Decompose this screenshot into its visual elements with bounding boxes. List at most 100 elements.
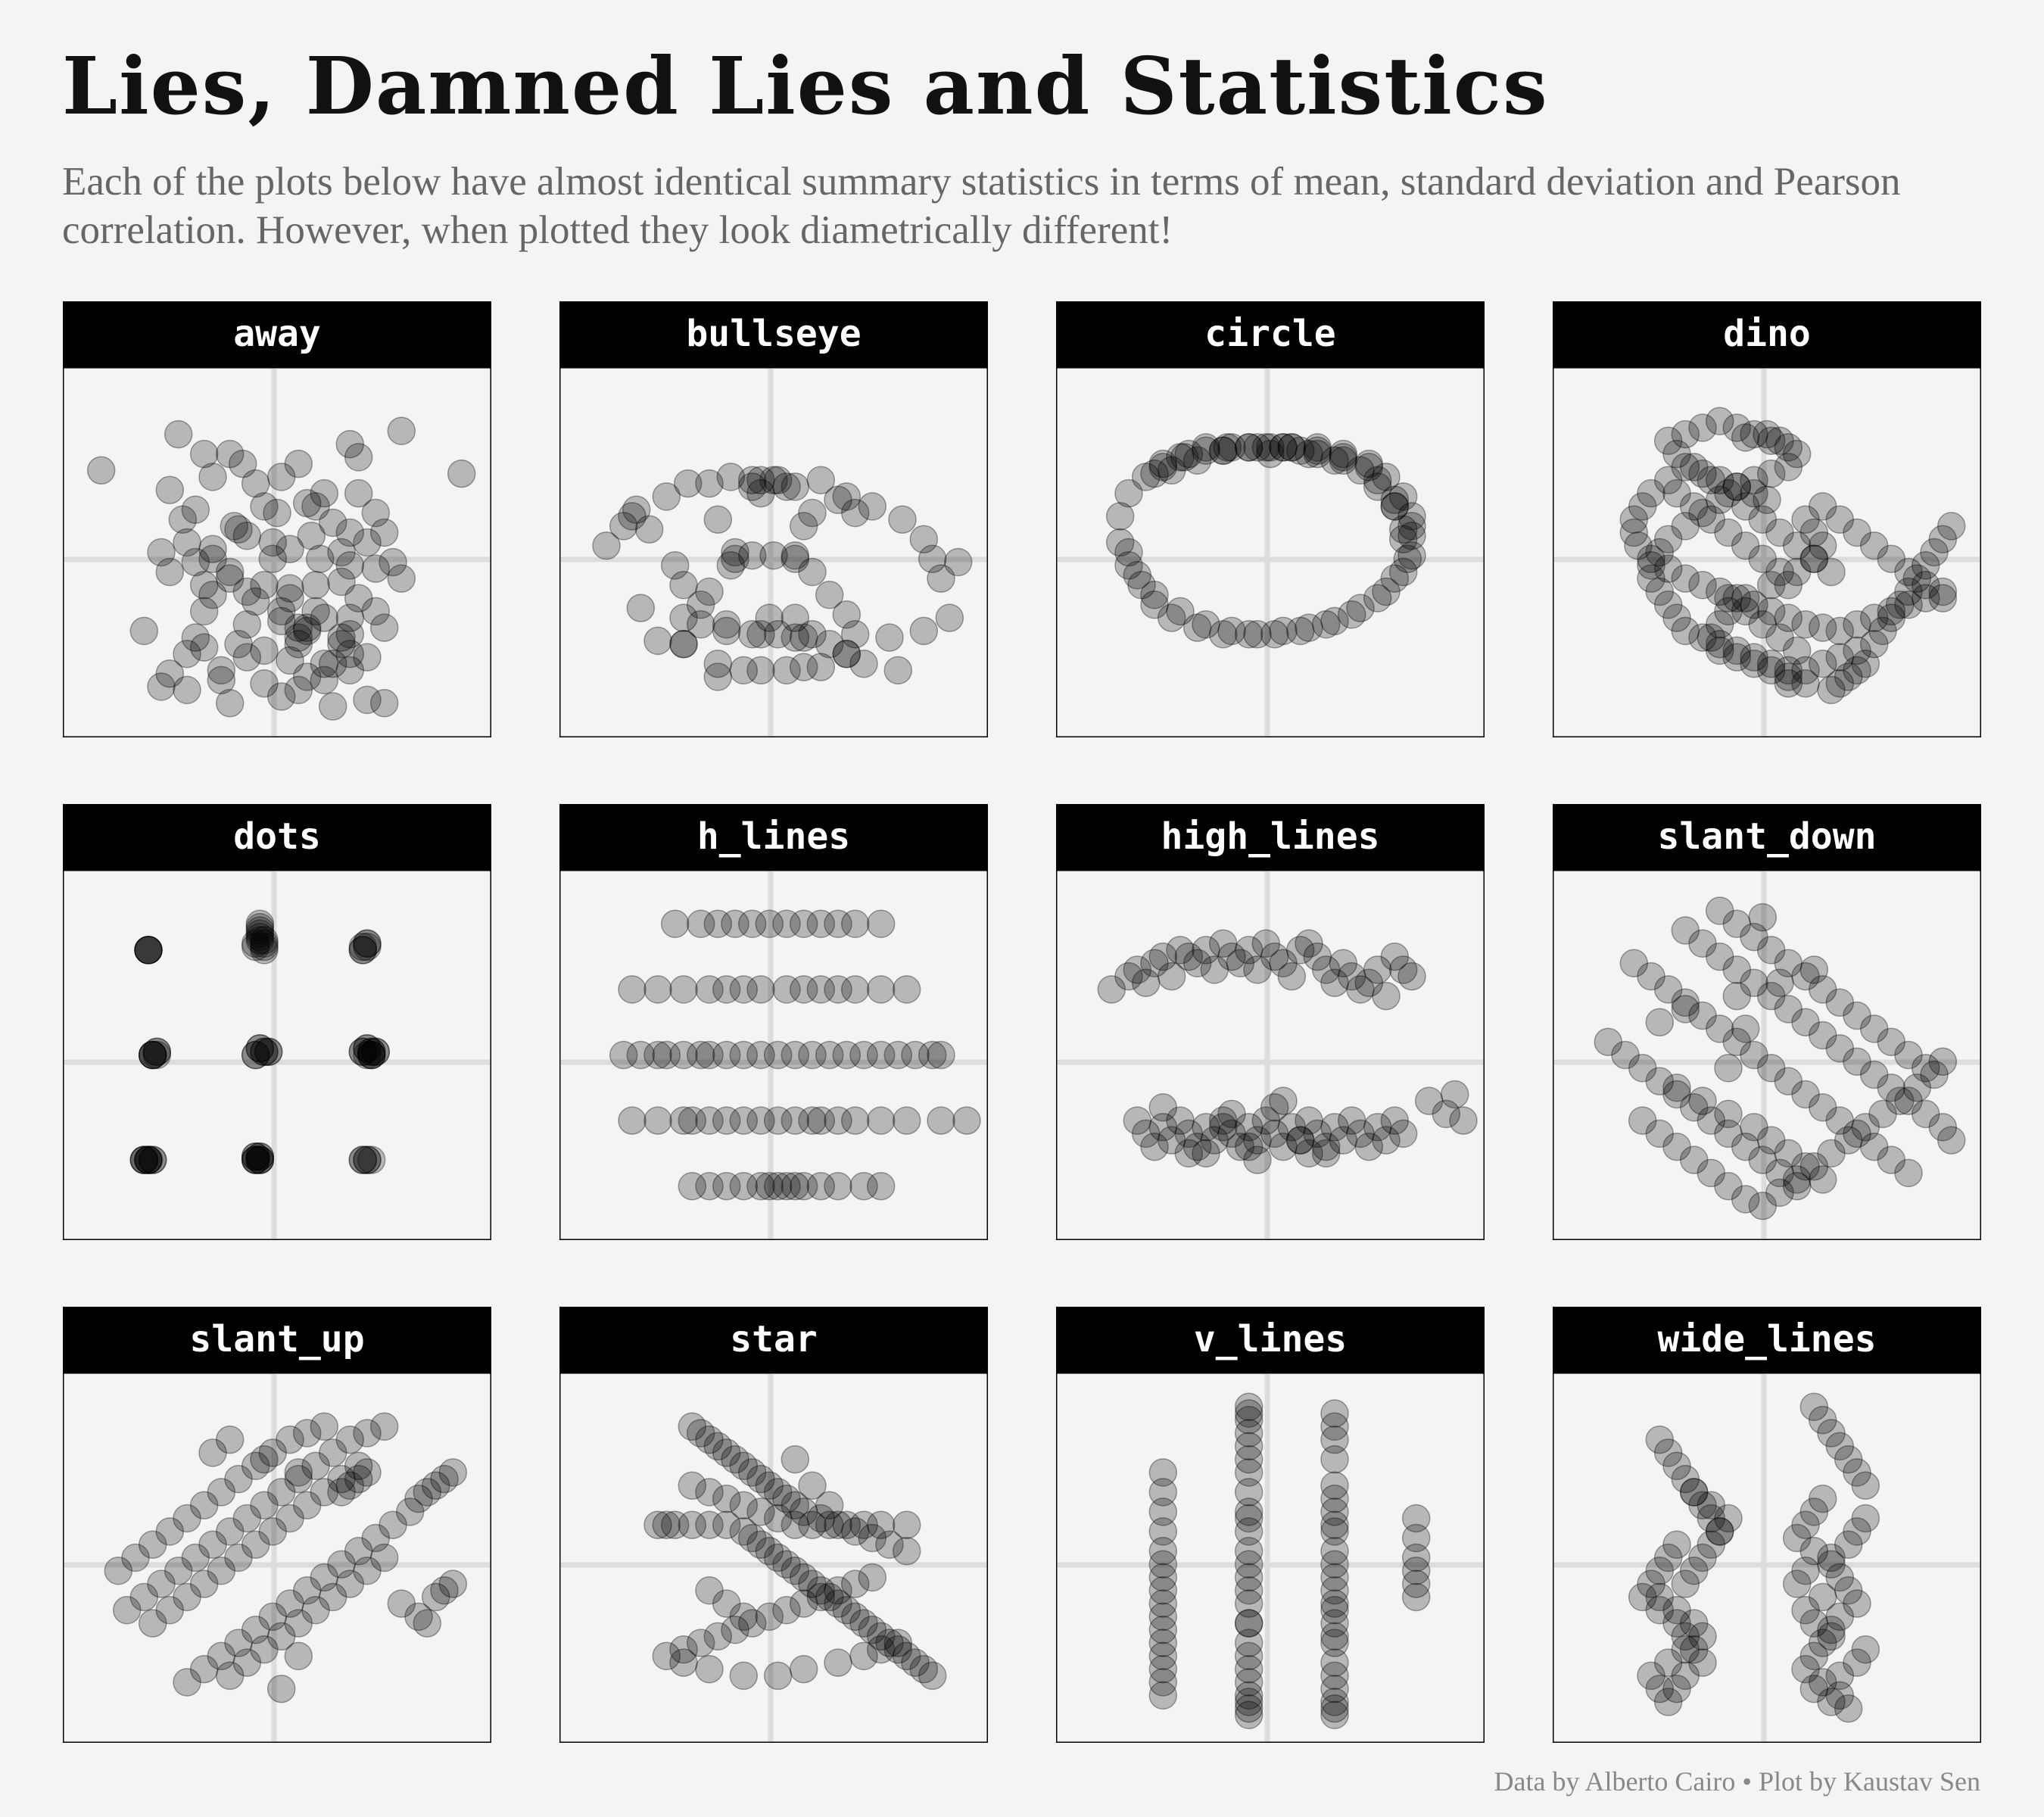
data-point (1662, 1609, 1691, 1638)
data-point (1697, 1530, 1726, 1559)
data-point (1157, 603, 1186, 632)
data-point (1285, 1126, 1315, 1155)
data-point (1679, 1635, 1709, 1664)
data-point (1397, 541, 1426, 570)
data-point (849, 1510, 878, 1539)
data-point (1234, 1668, 1263, 1697)
data-point (1653, 525, 1683, 553)
data-point (1653, 1543, 1683, 1572)
data-point (254, 1037, 283, 1066)
data-point (1372, 577, 1401, 606)
scatter-plot (1553, 870, 1981, 1240)
data-point (1671, 453, 1700, 482)
data-point (1843, 1119, 1871, 1148)
data-point (1799, 1641, 1829, 1671)
data-point (353, 1557, 382, 1585)
data-point (832, 482, 862, 511)
data-point (245, 1145, 275, 1174)
data-point (1234, 1399, 1263, 1428)
data-point (1619, 505, 1649, 534)
data-point (266, 1478, 296, 1507)
data-point (927, 1106, 955, 1135)
data-point (310, 1478, 339, 1507)
data-point (1320, 1596, 1349, 1625)
data-point (1851, 1504, 1880, 1533)
data-point (266, 1622, 296, 1651)
data-point (1834, 1126, 1863, 1155)
data-point (1401, 1569, 1431, 1598)
data-point (1243, 1126, 1272, 1155)
data-point (353, 1458, 382, 1487)
data-point (1628, 1106, 1657, 1135)
data-point (1671, 916, 1700, 945)
data-point (1234, 620, 1263, 649)
data-point (729, 1661, 759, 1691)
data-point (712, 1171, 741, 1201)
data-point (1911, 1054, 1940, 1083)
data-point (1380, 492, 1410, 521)
data-point (763, 1171, 793, 1201)
data-point (250, 1445, 279, 1474)
data-point (1234, 1517, 1263, 1546)
data-point (258, 1602, 288, 1632)
data-point (746, 478, 775, 508)
data-point (1260, 1119, 1289, 1148)
data-point (1679, 492, 1709, 521)
data-point (1320, 1471, 1349, 1500)
data-point (1346, 594, 1375, 622)
data-point (1817, 675, 1846, 705)
data-point (1843, 518, 1871, 547)
data-point (284, 629, 313, 659)
scatter-plot (1553, 1373, 1981, 1743)
scatter-plot (63, 870, 491, 1240)
facet-strip-label: away (63, 301, 491, 367)
data-point (369, 1543, 399, 1572)
caption: Data by Alberto Cairo • Plot by Kaustav … (1494, 1766, 1980, 1797)
data-point (815, 581, 844, 609)
data-point (404, 1484, 433, 1513)
data-point (1320, 606, 1349, 636)
data-point (746, 1498, 775, 1526)
data-point (1731, 597, 1760, 626)
data-point (1894, 591, 1923, 619)
data-point (1388, 1119, 1418, 1148)
data-point (858, 1523, 887, 1553)
data-point (1756, 597, 1786, 626)
data-point (155, 557, 185, 587)
data-point (686, 909, 715, 939)
data-point (369, 688, 399, 718)
data-point (1243, 433, 1272, 462)
data-point (643, 626, 672, 656)
data-point (781, 544, 810, 573)
data-point (1226, 1132, 1255, 1161)
panel-border (559, 1373, 988, 1743)
data-point (276, 574, 304, 603)
data-point (1756, 459, 1786, 488)
data-point (1303, 439, 1332, 469)
data-point (327, 1550, 356, 1579)
data-point (1148, 1628, 1178, 1657)
data-point (112, 1596, 142, 1625)
data-point (755, 1171, 784, 1201)
data-point (1401, 1557, 1431, 1585)
data-point (1722, 413, 1752, 442)
data-point (669, 1648, 698, 1677)
data-point (1295, 439, 1323, 469)
data-point (1774, 571, 1803, 600)
data-point (284, 1609, 313, 1638)
data-point (678, 1471, 707, 1500)
data-point (292, 616, 322, 646)
data-point (1432, 1099, 1461, 1129)
data-point (712, 1438, 741, 1467)
facet-panel-dino: dino (1553, 301, 1981, 737)
data-point (789, 512, 818, 541)
data-point (1148, 453, 1178, 482)
panel-border (559, 367, 988, 737)
data-point (1671, 1622, 1700, 1651)
data-point (1894, 577, 1923, 606)
data-point (245, 912, 275, 942)
data-point (840, 1569, 870, 1598)
data-point (310, 478, 339, 508)
data-point (1834, 1694, 1863, 1723)
data-point (1662, 603, 1691, 632)
